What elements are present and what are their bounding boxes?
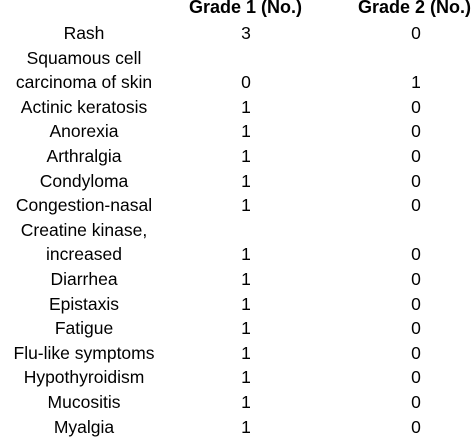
grade-2-count: 0 <box>411 170 421 191</box>
grade-1-count: 1 <box>241 195 251 216</box>
row-label: Actinic keratosis <box>0 95 168 120</box>
grade-1-count: 1 <box>241 96 251 117</box>
grade-2-count: 0 <box>411 269 421 289</box>
row-label-line: Arthralgia <box>46 146 122 166</box>
table-row: Hypothyroidism 1 0 <box>0 365 474 390</box>
row-label: Congestion-nasal <box>0 193 168 218</box>
row-label: Squamous cell carcinoma of skin <box>0 46 168 95</box>
table-row: Anorexia 1 0 <box>0 119 474 144</box>
table-header: Grade 1 (No.) Grade 2 (No.) <box>0 0 474 22</box>
grade-2-count: 0 <box>411 23 421 43</box>
table-row: Epistaxis 1 0 <box>0 292 474 317</box>
grade-2-count: 0 <box>411 146 421 166</box>
table-row: Flu-like symptoms 1 0 <box>0 341 474 366</box>
table-row: Condyloma 1 0 <box>0 169 474 194</box>
grade-2-count: 0 <box>411 195 421 216</box>
row-label: Arthralgia <box>0 144 168 169</box>
row-label: Epistaxis <box>0 292 168 317</box>
row-label: Condyloma <box>0 169 168 194</box>
row-label-line: Rash <box>63 23 105 43</box>
row-label: Anorexia <box>0 119 168 144</box>
grade-2-count: 0 <box>411 342 421 363</box>
row-label: Hypothyroidism <box>0 365 168 390</box>
row-label-line: increased <box>46 244 122 265</box>
row-label-line: Myalgia <box>53 416 115 437</box>
row-label: Rash <box>0 21 168 46</box>
row-label-line: Anorexia <box>49 121 119 142</box>
header-grade-1: Grade 1 (No.) <box>189 0 303 17</box>
grade-1-count: 1 <box>241 416 251 437</box>
grade-2-count: 0 <box>411 392 421 412</box>
grade-1-count: 1 <box>241 392 251 412</box>
row-label: Creatine kinase, increased <box>0 218 168 267</box>
grade-2-count: 0 <box>411 121 421 142</box>
table-row: Creatine kinase, increased 1 0 <box>0 218 474 267</box>
row-label-line: Creatine kinase, <box>20 219 148 240</box>
row-label-line: Hypothyroidism <box>23 367 145 388</box>
grade-1-count: 1 <box>241 342 251 363</box>
grade-1-count: 1 <box>241 318 251 339</box>
row-label: Fatigue <box>0 316 168 341</box>
row-label-line: carcinoma of skin <box>15 72 153 93</box>
grade-2-count: 0 <box>411 416 421 437</box>
grade-1-count: 1 <box>241 146 251 166</box>
row-label-line: Epistaxis <box>48 293 120 314</box>
grade-1-count: 1 <box>241 269 251 289</box>
row-label-line: Fatigue <box>54 318 114 339</box>
grade-2-count: 0 <box>411 318 421 339</box>
table-row: Rash 3 0 <box>0 21 474 46</box>
table-row: Mucositis 1 0 <box>0 390 474 415</box>
grade-1-count: 1 <box>241 293 251 314</box>
grade-2-count: 1 <box>411 72 421 93</box>
grade-2-count: 0 <box>411 96 421 117</box>
grade-1-count: 1 <box>241 367 251 388</box>
table-row: Fatigue 1 0 <box>0 316 474 341</box>
table-row: Myalgia 1 0 <box>0 415 474 439</box>
table-row: Squamous cell carcinoma of skin 0 1 <box>0 46 474 95</box>
grade-1-count: 1 <box>241 244 251 265</box>
grade-1-count: 1 <box>241 170 251 191</box>
row-label-line: Congestion-nasal <box>15 195 153 216</box>
row-label-line: Condyloma <box>39 170 129 191</box>
grade-1-count: 1 <box>241 121 251 142</box>
row-label: Myalgia <box>0 415 168 439</box>
row-label: Flu-like symptoms <box>0 341 168 366</box>
row-label-line: Squamous cell <box>26 47 142 68</box>
grade-2-count: 0 <box>411 293 421 314</box>
row-label-line: Mucositis <box>47 392 121 412</box>
grade-2-count: 0 <box>411 244 421 265</box>
row-label-line: Flu-like symptoms <box>13 342 155 363</box>
grade-1-count: 3 <box>241 23 251 43</box>
row-label: Mucositis <box>0 390 168 415</box>
grade-1-count: 0 <box>241 72 251 93</box>
table-row: Diarrhea 1 0 <box>0 267 474 292</box>
row-label-line: Diarrhea <box>50 269 118 289</box>
header-grade-2: Grade 2 (No.) <box>358 0 472 17</box>
table-row: Actinic keratosis 1 0 <box>0 95 474 120</box>
row-label: Diarrhea <box>0 267 168 292</box>
grade-2-count: 0 <box>411 367 421 388</box>
row-label-line: Actinic keratosis <box>20 96 148 117</box>
table-row: Congestion-nasal 1 0 <box>0 193 474 218</box>
table-row: Arthralgia 1 0 <box>0 144 474 169</box>
